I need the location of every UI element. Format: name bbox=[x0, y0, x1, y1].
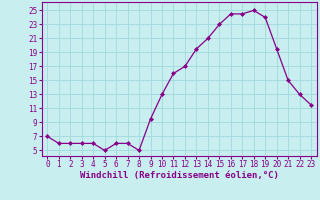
X-axis label: Windchill (Refroidissement éolien,°C): Windchill (Refroidissement éolien,°C) bbox=[80, 171, 279, 180]
